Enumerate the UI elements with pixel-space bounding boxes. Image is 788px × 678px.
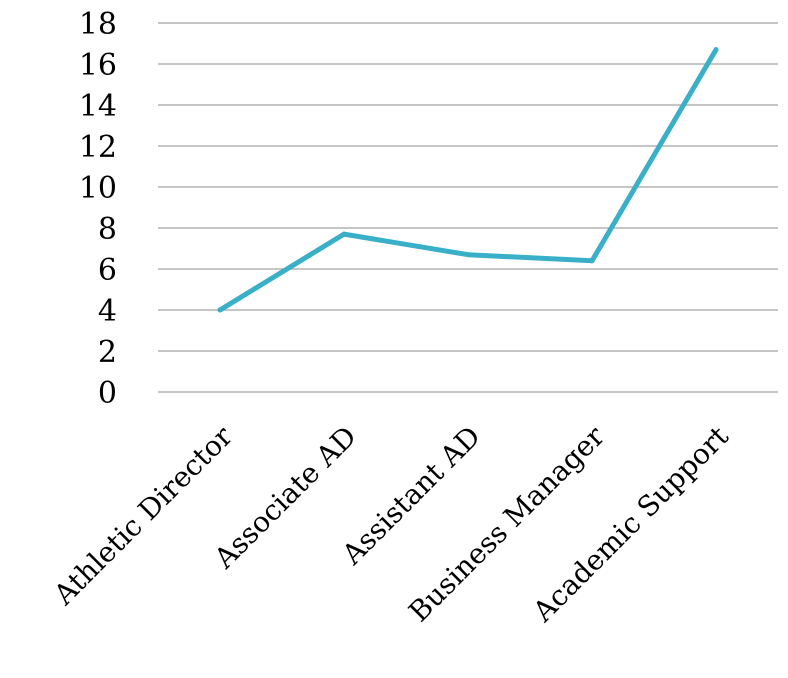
data-point (465, 252, 471, 258)
y-tick-label: 8 (98, 212, 117, 247)
data-point (217, 307, 223, 313)
series-group (217, 47, 719, 313)
y-axis: 0 2 4 6 8 10 12 14 16 18 (79, 7, 117, 411)
y-tick-label: 16 (79, 48, 117, 83)
data-point (713, 47, 719, 53)
y-tick-label: 2 (98, 335, 117, 370)
y-tick-label: 14 (79, 89, 117, 124)
y-tick-label: 4 (98, 294, 117, 329)
data-point (341, 231, 347, 237)
y-tick-label: 18 (79, 7, 117, 42)
y-tick-label: 10 (79, 171, 117, 206)
data-point (589, 258, 595, 264)
series-line-0 (217, 47, 719, 313)
y-tick-label: 6 (98, 253, 117, 288)
x-tick-label: Athletic Director (47, 419, 240, 612)
gridlines (158, 22, 778, 393)
y-tick-label: 12 (79, 130, 117, 165)
y-tick-label: 0 (98, 376, 117, 411)
